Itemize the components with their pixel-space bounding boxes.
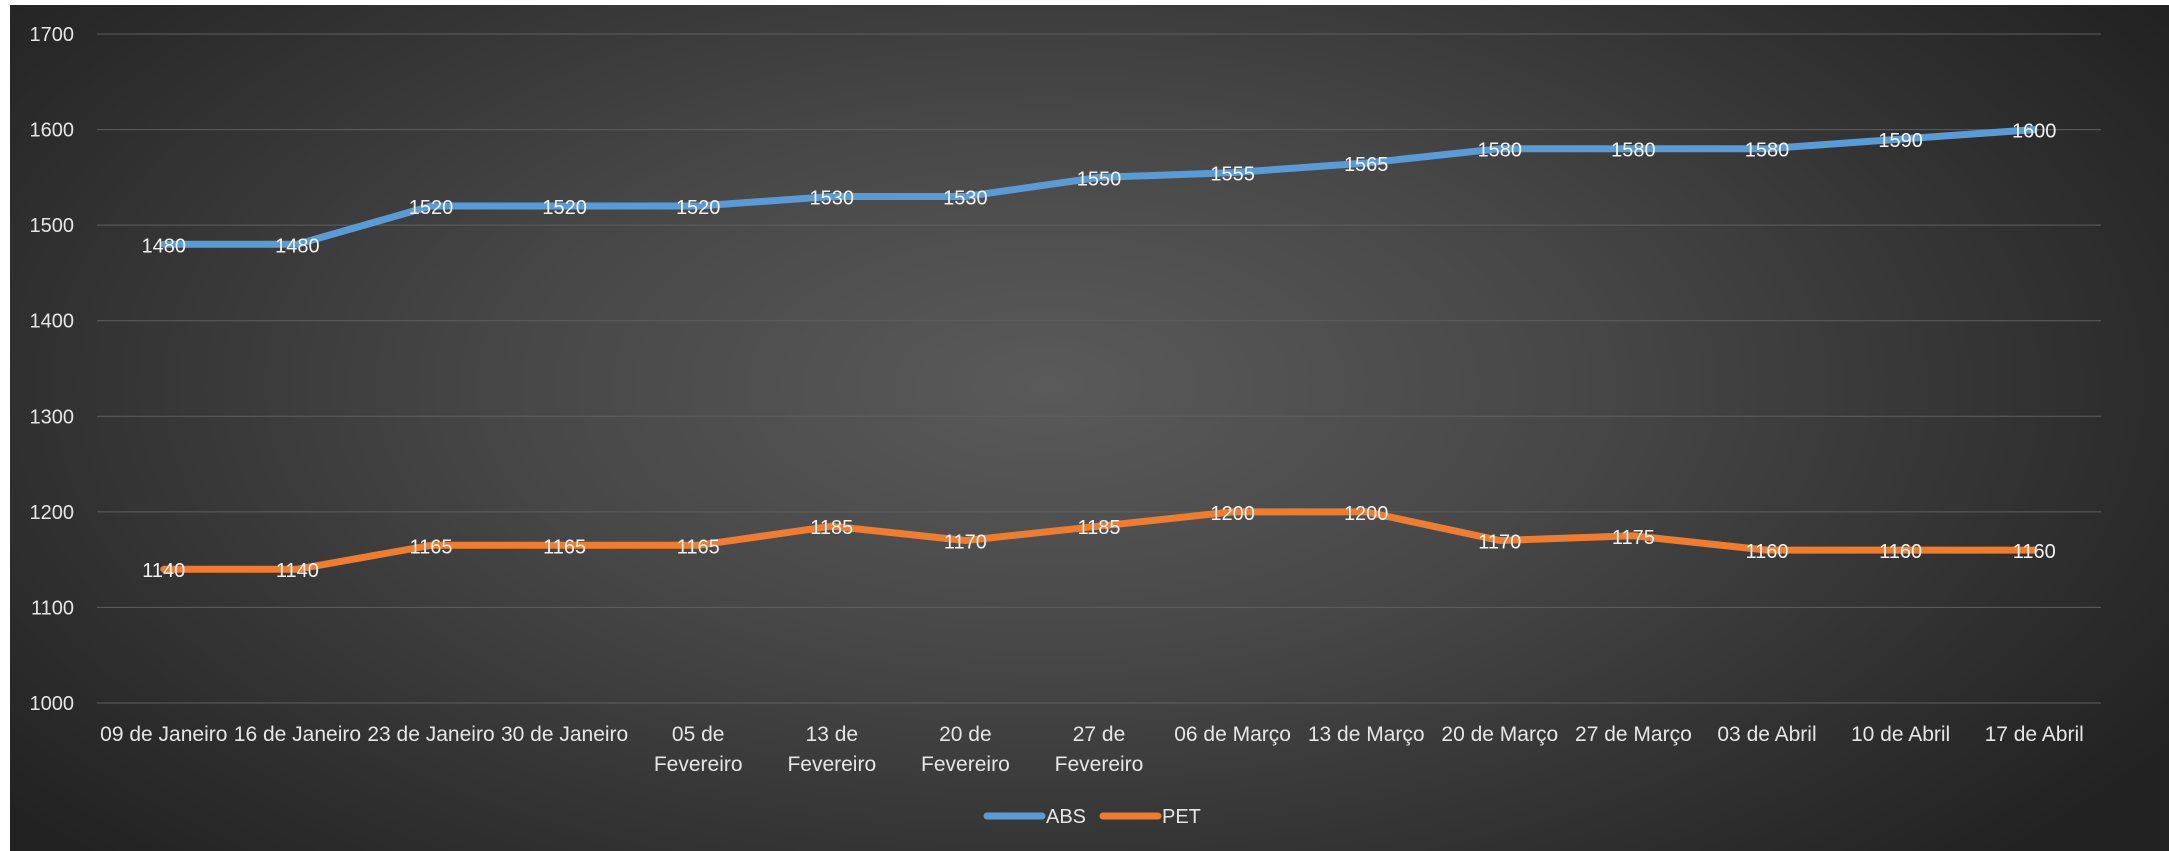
x-tick-label: 10 de Abril (1851, 723, 1950, 746)
gridlines (97, 33, 2101, 704)
x-tick-label: 20 de Fevereiro (921, 723, 1010, 776)
x-tick-label: 09 de Janeiro (100, 723, 227, 746)
data-label-pet: 1165 (677, 536, 720, 558)
data-label-abs: 1590 (1878, 130, 1923, 152)
data-label-abs: 1530 (810, 187, 855, 209)
data-label-pet: 1165 (543, 536, 586, 558)
y-tick-label: 1300 (30, 406, 75, 428)
x-tick-label: 17 de Abril (1985, 723, 2084, 746)
x-tick-label: 03 de Abril (1717, 723, 1816, 746)
data-label-pet: 1185 (1077, 517, 1120, 539)
y-tick-label: 1700 (30, 24, 75, 46)
y-tick-label: 1600 (30, 120, 75, 142)
data-label-abs: 1520 (676, 197, 721, 219)
data-label-abs: 1520 (542, 197, 587, 219)
x-tick-label: 20 de Março (1441, 723, 1558, 746)
y-tick-label: 1100 (31, 597, 74, 619)
y-tick-label: 1000 (30, 693, 75, 715)
data-label-pet: 1160 (2013, 541, 2056, 563)
x-tick-label: 06 de Março (1174, 723, 1291, 746)
data-label-abs: 1550 (1077, 168, 1122, 190)
x-tick-label: 16 de Janeiro (234, 723, 361, 746)
data-label-abs: 1580 (1745, 140, 1790, 162)
legend-label-abs: ABS (1046, 806, 1086, 828)
x-tick-label: 13 de Fevereiro (787, 723, 876, 776)
x-axis-ticks: 09 de Janeiro 16 de Janeiro 23 de Janeiro 3… (100, 723, 2084, 776)
series-line-abs (160, 126, 2038, 248)
data-label-abs: 1580 (1478, 140, 1523, 162)
data-label-pet: 1170 (944, 532, 987, 554)
series-lines (160, 126, 2038, 573)
data-label-pet: 1200 (1210, 503, 1255, 525)
data-label-pet: 1165 (409, 536, 452, 558)
x-tick-label: 23 de Janeiro (367, 723, 494, 746)
data-label-pet: 1175 (1612, 527, 1655, 549)
data-label-abs: 1520 (409, 197, 454, 219)
x-tick-label: 27 de Março (1575, 723, 1692, 746)
y-tick-label: 1500 (30, 215, 75, 237)
y-tick-label: 1200 (30, 502, 75, 524)
data-label-pet: 1200 (1344, 503, 1389, 525)
data-label-pet: 1160 (1879, 541, 1922, 563)
data-label-pet: 1160 (1745, 541, 1788, 563)
data-label-abs: 1530 (943, 187, 988, 209)
x-tick-label: 27 de Fevereiro (1055, 723, 1144, 776)
x-tick-label: 30 de Janeiro (501, 723, 628, 746)
y-axis-ticks: 1000 1100 1200 1300 1400 1500 1600 1700 (30, 24, 75, 715)
data-label-pet: 1140 (142, 560, 185, 582)
data-label-abs: 1565 (1344, 154, 1389, 176)
data-label-pet: 1185 (810, 517, 853, 539)
data-labels: 1480 1480 1520 1520 1520 1530 1530 1550 1555 1565… (142, 121, 2057, 583)
data-label-pet: 1140 (276, 560, 319, 582)
data-label-abs: 1555 (1210, 164, 1255, 186)
data-label-abs: 1600 (2012, 121, 2057, 143)
series-line-pet (160, 508, 2038, 573)
x-tick-label: 13 de Março (1308, 723, 1425, 746)
x-tick-label: 05 de Fevereiro (654, 723, 743, 776)
y-tick-label: 1400 (30, 311, 75, 333)
legend: ABS PET (983, 806, 1201, 828)
legend-label-pet: PET (1162, 806, 1201, 828)
data-label-abs: 1580 (1611, 140, 1656, 162)
data-label-abs: 1480 (275, 235, 320, 257)
data-label-pet: 1170 (1478, 532, 1521, 554)
data-label-abs: 1480 (142, 235, 187, 257)
